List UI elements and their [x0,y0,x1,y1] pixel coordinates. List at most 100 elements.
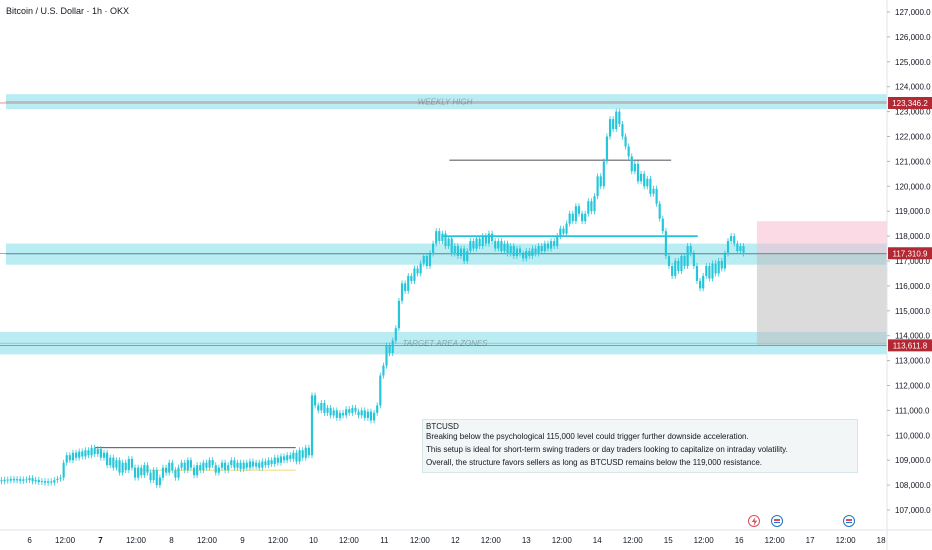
candle-body [68,455,71,461]
candle-body [373,412,376,421]
candle-body [326,407,329,413]
candle-body [323,402,326,413]
candle-body [593,196,596,212]
candle-body [512,246,515,257]
candle-body [549,241,553,249]
candle-body [559,228,562,237]
candle-body [680,256,683,271]
candle-body [562,228,565,234]
candle-body [357,411,360,416]
candle-body [506,243,509,254]
candle-body [205,462,208,468]
candle-body [584,213,587,222]
candle-body [345,409,348,416]
x-tick-label: 12:00 [339,536,360,545]
candle-body [168,462,171,473]
candle-body [149,472,152,481]
candle-body [605,136,609,162]
candle-body [630,156,633,172]
candle-body [223,462,227,471]
candle-body [211,460,214,466]
candle-body [99,448,102,458]
candle-body [649,178,652,194]
candle-body [118,460,121,473]
y-tick-label: 112,000.0 [895,382,931,391]
candle-body [348,409,351,413]
candle-body [65,455,68,463]
flag-icon[interactable] [771,515,783,527]
annotation-box[interactable]: BTCUSD Breaking below the psychological … [422,419,858,473]
y-tick-label: 119,000.0 [895,207,931,216]
x-tick-label: 8 [169,536,174,545]
candle-body [354,407,357,412]
x-tick-label: 12:00 [55,536,76,545]
candle-body [708,265,711,279]
price-tag-label: 123,346.2 [892,99,928,108]
candle-body [9,478,12,481]
candle-body [102,452,106,458]
y-tick-label: 120,000.0 [895,182,931,191]
candle-body [115,460,118,468]
candle-body [537,246,540,254]
candle-body [431,243,435,254]
candle-body [661,218,664,232]
lightning-icon[interactable] [748,515,760,527]
candle-body [615,111,618,130]
candle-body [388,345,391,354]
price-tag [888,96,932,109]
x-tick-label: 12:00 [197,536,218,545]
y-tick-label: 109,000.0 [895,456,931,465]
candle-body [59,477,62,479]
candle-body [382,365,385,376]
candle-body [723,253,726,269]
candle-body [133,467,137,478]
candle-body [217,467,220,473]
candle-body [320,402,323,411]
candle-body [25,479,28,481]
y-tick-label: 126,000.0 [895,33,931,42]
x-tick-label: 12 [451,536,460,545]
candle-body [394,328,397,341]
candle-body [643,173,646,187]
price-tag-label: 113,611.8 [893,341,928,350]
candle-body [84,450,87,457]
candle-body [546,243,550,249]
candle-body [255,462,258,467]
candle-body [6,479,9,481]
candle-body [369,411,373,421]
candle-body [307,447,310,456]
candle-body [40,481,43,483]
time-axis[interactable]: 6 12:00 7 12:00 8 12:00 9 12:00 10 12:00 11 12:00 12… [0,529,932,545]
price-axis[interactable]: 107,000.0 108,000.0 109,000.0 110,000.0 111,… [886,0,931,550]
candle-body [494,241,497,249]
candle-body [587,201,590,214]
candle-body [633,163,636,172]
y-tick-label: 108,000.0 [895,481,931,490]
candle-body [202,462,205,471]
candle-body [428,253,432,266]
candle-body [15,479,19,481]
candle-body [43,481,47,483]
candle-body [407,275,410,291]
x-tick-label: 13 [522,536,531,545]
candle-body [608,119,612,137]
candle-body [245,462,248,468]
candle-body [739,246,742,252]
x-tick-label: 16 [735,536,744,545]
candle-body [400,283,404,301]
candle-body [419,263,422,274]
x-tick-label: 18 [877,536,886,545]
candle-body [466,251,469,261]
candle-body [453,246,456,254]
candle-body [19,479,22,481]
candle-body [531,248,534,257]
y-tick-label: 127,000.0 [895,8,931,17]
candle-body [736,243,739,252]
candle-body [602,161,605,187]
flag-icon[interactable] [843,515,855,527]
candle-body [143,465,146,476]
candle-body [478,238,481,247]
candle-body [124,462,127,471]
x-tick-label: 11 [380,536,389,545]
